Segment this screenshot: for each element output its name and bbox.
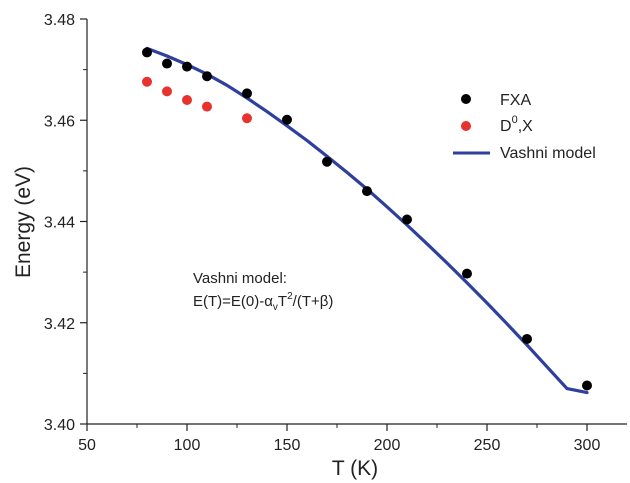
tick-labels: 50 100 150 200 250 300 3.40 3.42 3.44 3.46 3.48 xyxy=(44,12,601,454)
fxa-point xyxy=(402,214,412,225)
eq-part-c: ) xyxy=(328,293,333,310)
d0x-point xyxy=(182,95,192,105)
data-points xyxy=(142,47,592,391)
d0x-point xyxy=(242,113,252,124)
y-tick-label: 3.42 xyxy=(44,316,75,333)
legend-label-d0x: D0,X xyxy=(500,114,533,135)
x-tick-label: 300 xyxy=(574,437,601,454)
eq-sup-2: 2 xyxy=(287,291,293,302)
x-axis-title: T (K) xyxy=(332,457,378,480)
x-tick-label: 250 xyxy=(474,437,501,454)
eq-beta: β xyxy=(320,293,329,310)
eq-T: T xyxy=(278,293,287,310)
legend-marker-d0x xyxy=(461,121,471,131)
y-tick-label: 3.48 xyxy=(44,12,75,29)
fxa-point xyxy=(242,88,252,99)
legend-label-vashni: Vashni model xyxy=(500,145,596,162)
model-annotation: Vashni model: E(T)=E(0)-αvT2/(T+β) xyxy=(193,270,333,313)
fxa-point xyxy=(462,268,472,279)
x-tick-label: 100 xyxy=(174,437,201,454)
legend-d0x-rest: ,X xyxy=(518,118,533,135)
eq-alpha: α xyxy=(264,293,273,310)
y-tick-label: 3.40 xyxy=(44,417,75,434)
fxa-point xyxy=(582,380,592,391)
y-axis-title: Energy (eV) xyxy=(12,166,35,278)
d0x-point xyxy=(202,101,212,112)
x-tick-label: 50 xyxy=(78,437,96,454)
x-tick-label: 200 xyxy=(374,437,401,454)
d0x-point xyxy=(142,76,152,87)
fxa-point xyxy=(202,71,212,82)
x-tick-label: 150 xyxy=(274,437,301,454)
legend-marker-fxa xyxy=(461,94,471,104)
legend-d0x-main: D xyxy=(500,118,512,135)
plot-frame xyxy=(86,19,627,425)
fxa-point xyxy=(182,61,192,72)
legend: FXA D0,X Vashni model xyxy=(453,92,596,162)
fxa-point xyxy=(522,333,532,344)
legend-label-fxa: FXA xyxy=(500,92,531,109)
eq-part-a: E(T)=E(0)- xyxy=(193,293,264,310)
eq-sub-v: v xyxy=(273,302,278,313)
legend-d0x-sup: 0 xyxy=(512,114,518,126)
fxa-point xyxy=(162,58,172,69)
axis-ticks xyxy=(80,18,588,431)
y-tick-label: 3.44 xyxy=(44,215,75,232)
fxa-point xyxy=(142,47,152,58)
annotation-line-1: Vashni model: xyxy=(193,270,287,287)
fxa-point xyxy=(322,156,332,167)
d0x-point xyxy=(162,86,172,97)
fxa-point xyxy=(362,186,372,197)
annotation-equation: E(T)=E(0)-αvT2/(T+β) xyxy=(193,291,333,313)
eq-part-b: /(T+ xyxy=(293,293,320,310)
fxa-point xyxy=(282,114,292,125)
y-tick-label: 3.46 xyxy=(44,113,75,130)
